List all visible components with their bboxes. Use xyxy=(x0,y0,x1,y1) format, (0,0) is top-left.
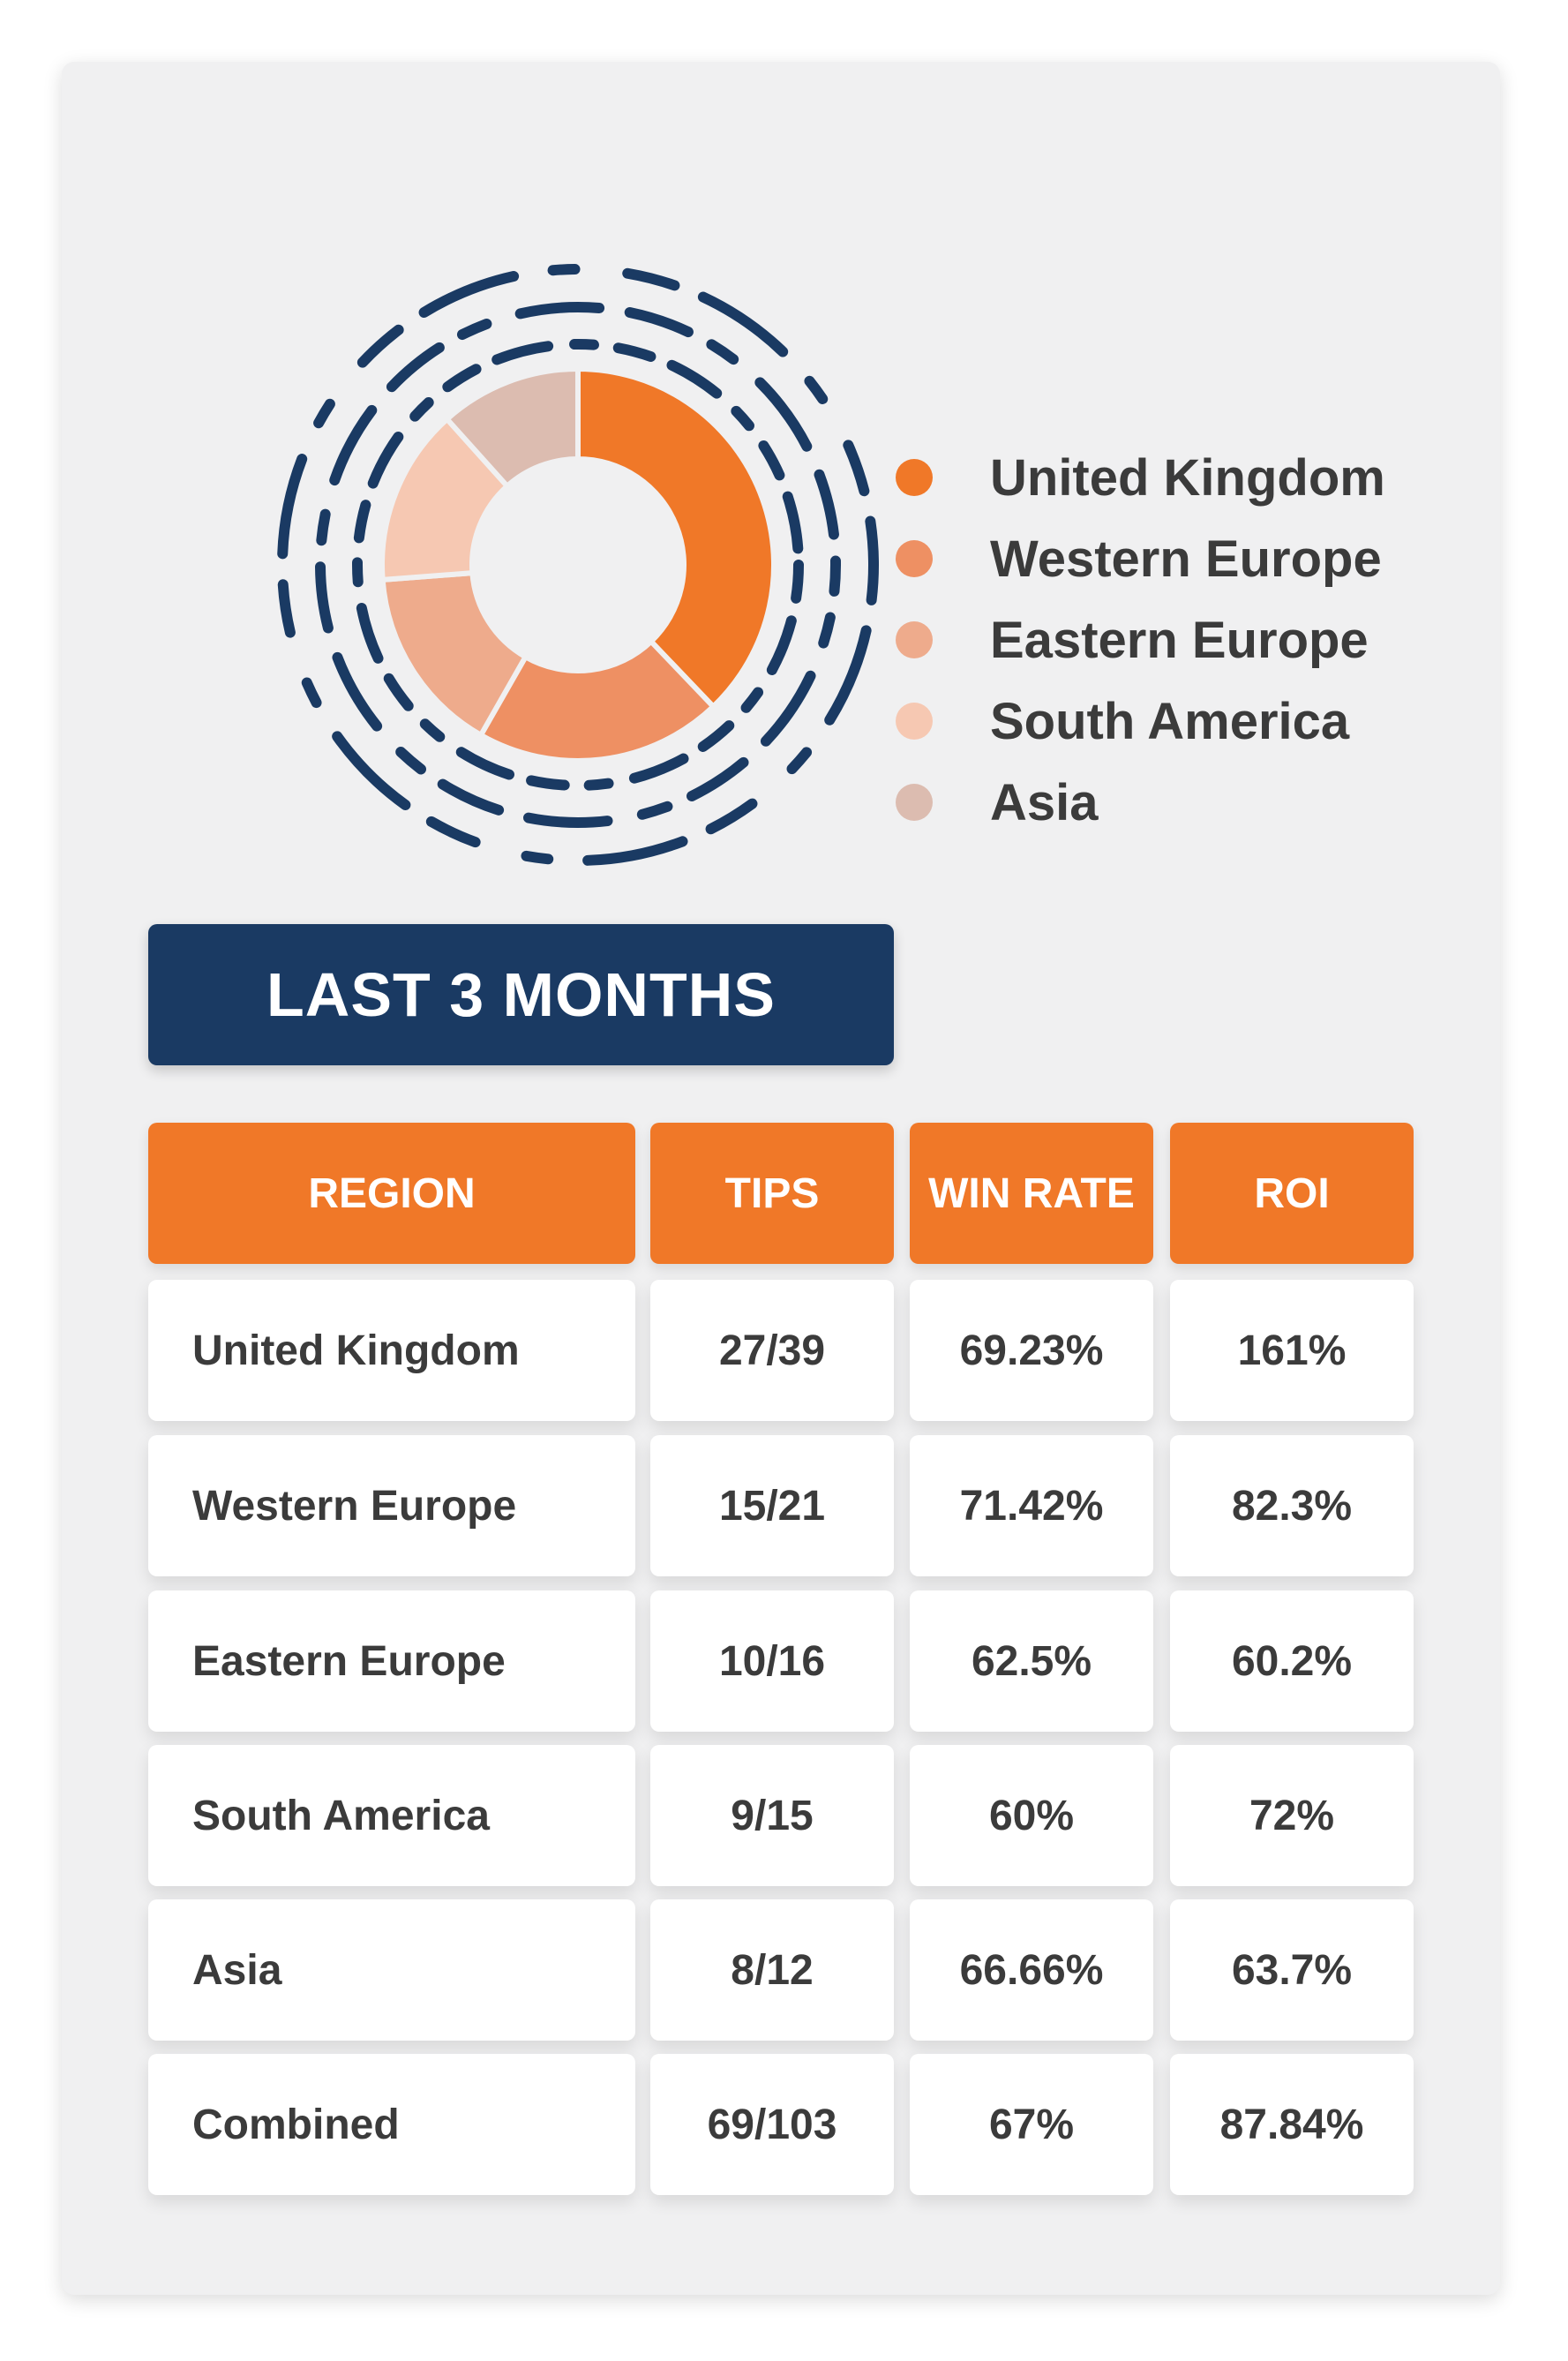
legend-item-eastern-europe: Eastern Europe xyxy=(896,599,1385,680)
table-cell-region: United Kingdom xyxy=(148,1280,635,1421)
legend-item-united-kingdom: United Kingdom xyxy=(896,437,1385,518)
donut-slice-western-europe xyxy=(476,637,717,763)
legend-swatch xyxy=(896,459,933,496)
table-cell-region: Asia xyxy=(148,1899,635,2041)
table-cell-roi: 82.3% xyxy=(1170,1435,1414,1576)
table-cell-tips: 69/103 xyxy=(650,2054,894,2195)
table-cell-win-rate: 60% xyxy=(910,1745,1153,1886)
donut-slice-united-kingdom xyxy=(575,365,776,711)
table-cell-region: Western Europe xyxy=(148,1435,635,1576)
legend-swatch xyxy=(896,540,933,577)
table-header-win-rate: WIN RATE xyxy=(910,1123,1153,1264)
table-cell-roi: 161% xyxy=(1170,1280,1414,1421)
table-header-tips: TIPS xyxy=(650,1123,894,1264)
table-cell-tips: 9/15 xyxy=(650,1745,894,1886)
donut-slice-asia xyxy=(443,365,581,490)
legend-label: United Kingdom xyxy=(990,448,1385,507)
legend-item-western-europe: Western Europe xyxy=(896,518,1385,599)
decorative-dashed-rings xyxy=(277,264,879,866)
table-cell-region: Combined xyxy=(148,2054,635,2195)
legend-item-south-america: South America xyxy=(896,680,1385,762)
chart-legend: United Kingdom Western Europe Eastern Eu… xyxy=(896,437,1385,843)
table-cell-win-rate: 69.23% xyxy=(910,1280,1153,1421)
legend-label: Western Europe xyxy=(990,530,1382,588)
table-cell-roi: 87.84% xyxy=(1170,2054,1414,2195)
legend-label: Eastern Europe xyxy=(990,611,1369,669)
table-cell-roi: 72% xyxy=(1170,1745,1414,1886)
period-banner: LAST 3 MONTHS xyxy=(148,924,894,1065)
legend-swatch xyxy=(896,621,933,658)
donut-slice-eastern-europe xyxy=(379,569,529,739)
table-cell-region: South America xyxy=(148,1745,635,1886)
table-cell-region: Eastern Europe xyxy=(148,1590,635,1732)
legend-label: Asia xyxy=(990,773,1099,831)
legend-swatch xyxy=(896,703,933,740)
table-header-roi: ROI xyxy=(1170,1123,1414,1264)
table-cell-win-rate: 71.42% xyxy=(910,1435,1153,1576)
table-cell-tips: 27/39 xyxy=(650,1280,894,1421)
table-cell-win-rate: 62.5% xyxy=(910,1590,1153,1732)
donut-slices xyxy=(379,365,776,763)
legend-label: South America xyxy=(990,692,1350,750)
table-cell-roi: 63.7% xyxy=(1170,1899,1414,2041)
table-cell-tips: 8/12 xyxy=(650,1899,894,2041)
legend-item-asia: Asia xyxy=(896,762,1385,843)
table-cell-roi: 60.2% xyxy=(1170,1590,1414,1732)
legend-swatch xyxy=(896,784,933,821)
table-header-region: REGION xyxy=(148,1123,635,1264)
dashed-ring-2 xyxy=(315,302,841,828)
dashed-ring-1 xyxy=(352,339,804,791)
table-cell-win-rate: 67% xyxy=(910,2054,1153,2195)
table-cell-tips: 10/16 xyxy=(650,1590,894,1732)
donut-chart xyxy=(277,264,879,866)
dashed-ring-3 xyxy=(277,264,879,866)
table-cell-win-rate: 66.66% xyxy=(910,1899,1153,2041)
table-cell-tips: 15/21 xyxy=(650,1435,894,1576)
